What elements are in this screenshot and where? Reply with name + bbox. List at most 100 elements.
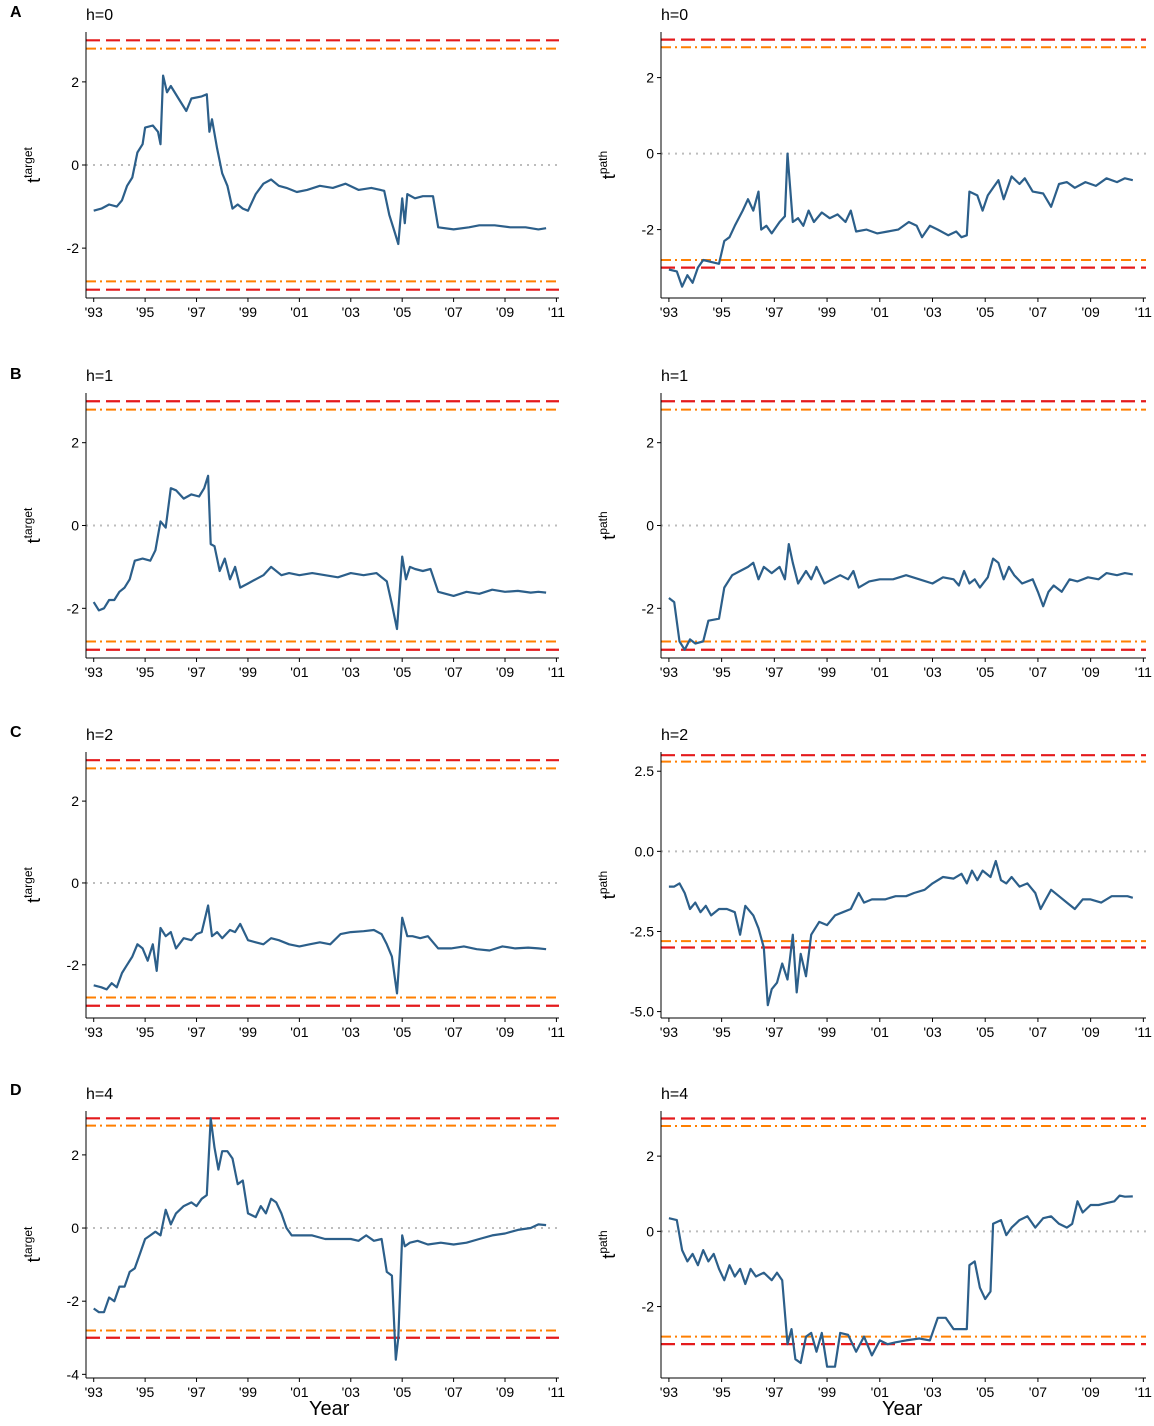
panel-title: h=1 xyxy=(86,368,113,385)
x-tick-label: '95 xyxy=(136,664,154,680)
x-tick-label: '93 xyxy=(85,1024,103,1040)
x-tick-label: '95 xyxy=(713,1024,731,1040)
x-tick-label: '93 xyxy=(660,1384,678,1400)
x-tick-label: '97 xyxy=(187,1384,205,1400)
x-tick-label: '97 xyxy=(187,664,205,680)
chart-panel-4: h=1 2 0 -2 '93 '95 '97 '99 '01 '03 '05 '07 '09 '11 tpa… xyxy=(596,368,1152,680)
x-tick-label: '07 xyxy=(1029,1384,1047,1400)
y-tick-label: -2 xyxy=(67,240,80,256)
y-axis-label-superscript: path xyxy=(596,511,610,534)
x-tick-label: '07 xyxy=(444,304,462,320)
y-axis-label-superscript: target xyxy=(21,146,35,177)
y-axis-label: ttarget xyxy=(21,1226,44,1262)
y-tick-label: 0 xyxy=(71,157,79,173)
x-tick-label: '09 xyxy=(1082,1384,1100,1400)
y-axis-label-base: t xyxy=(599,535,619,540)
x-axis-label-left: Year xyxy=(309,1398,350,1420)
x-tick-label: '99 xyxy=(239,664,257,680)
panel-letter-d: D xyxy=(10,1082,22,1099)
x-tick-label: '01 xyxy=(290,1024,308,1040)
chart-panel-8: h=4 2 0 -2 '93 '95 '97 '99 '01 '03 '05 '07 '09 '11 tpa… xyxy=(596,1086,1152,1400)
x-tick-label: '01 xyxy=(290,1384,308,1400)
y-tick-label: 2 xyxy=(71,793,79,809)
y-axis-label: tpath xyxy=(596,151,619,179)
x-tick-label: '97 xyxy=(765,1384,783,1400)
x-tick-label: '97 xyxy=(187,304,205,320)
x-tick-label: '05 xyxy=(976,664,994,680)
y-tick-label: 2 xyxy=(646,435,654,451)
x-tick-label: '11 xyxy=(1135,304,1152,320)
x-tick-label: '11 xyxy=(1135,664,1152,680)
x-tick-label: '09 xyxy=(496,1384,514,1400)
x-tick-label: '05 xyxy=(393,664,411,680)
y-axis-label-superscript: target xyxy=(21,866,35,897)
y-tick-label: -2 xyxy=(642,1299,655,1315)
x-tick-label: '11 xyxy=(548,1024,565,1040)
y-tick-label: -2 xyxy=(67,1293,80,1309)
x-tick-label: '01 xyxy=(871,664,889,680)
y-axis-label: tpath xyxy=(596,871,619,899)
t-statistic-series-line xyxy=(92,474,547,631)
x-tick-label: '03 xyxy=(342,664,360,680)
x-tick-label: '11 xyxy=(1135,1384,1152,1400)
y-tick-label: 2 xyxy=(71,74,79,90)
y-tick-label: -5.0 xyxy=(630,1004,654,1020)
y-tick-label: 2 xyxy=(646,70,654,86)
t-statistic-series-line xyxy=(668,152,1134,288)
y-axis-label-base: t xyxy=(24,898,44,903)
panel-title: h=0 xyxy=(86,7,113,24)
y-tick-label: 2 xyxy=(71,435,79,451)
x-tick-label: '11 xyxy=(1135,1024,1152,1040)
x-tick-label: '03 xyxy=(923,664,941,680)
x-tick-label: '11 xyxy=(548,1384,565,1400)
x-tick-label: '09 xyxy=(496,664,514,680)
x-tick-label: '95 xyxy=(713,1384,731,1400)
chart-panel-1: h=0 2 0 -2 '93 '95 '97 '99 '01 '03 '05 '07 '09 '11 tta… xyxy=(21,7,565,320)
x-tick-label: '97 xyxy=(765,664,783,680)
x-tick-label: '95 xyxy=(713,664,731,680)
x-tick-label: '03 xyxy=(342,304,360,320)
y-axis-label: ttarget xyxy=(21,507,44,543)
x-tick-label: '93 xyxy=(660,664,678,680)
x-tick-label: '07 xyxy=(1029,1024,1047,1040)
x-tick-label: '09 xyxy=(1082,1024,1100,1040)
x-tick-label: '09 xyxy=(496,1024,514,1040)
x-tick-label: '03 xyxy=(923,304,941,320)
x-tick-label: '05 xyxy=(976,1384,994,1400)
y-axis-label: tpath xyxy=(596,1230,619,1258)
y-axis-label-superscript: path xyxy=(596,871,610,894)
panel-letter-c: C xyxy=(10,724,22,741)
chart-panel-2: h=0 2 0 -2 '93 '95 '97 '99 '01 '03 '05 '07 '09 '11 tpa… xyxy=(596,7,1152,320)
chart-panel-5: h=2 2 0 -2 '93 '95 '97 '99 '01 '03 '05 '07 '09 '11 tta… xyxy=(21,727,565,1040)
x-tick-label: '99 xyxy=(818,1024,836,1040)
y-tick-label: -2 xyxy=(642,600,655,616)
x-tick-label: '01 xyxy=(290,304,308,320)
y-tick-label: 0 xyxy=(646,1223,654,1239)
y-tick-label: 0.0 xyxy=(635,843,655,859)
y-axis-label-base: t xyxy=(599,1254,619,1259)
x-tick-label: '97 xyxy=(765,304,783,320)
x-tick-label: '05 xyxy=(393,304,411,320)
y-tick-label: 0 xyxy=(646,518,654,534)
t-statistic-series-line xyxy=(668,542,1133,651)
y-tick-label: -4 xyxy=(67,1366,80,1382)
x-tick-label: '93 xyxy=(660,1024,678,1040)
x-tick-label: '03 xyxy=(923,1384,941,1400)
panel-letter-b: B xyxy=(10,366,22,383)
y-tick-label: 0 xyxy=(646,146,654,162)
x-tick-label: '09 xyxy=(496,304,514,320)
x-tick-label: '99 xyxy=(239,304,257,320)
x-tick-label: '07 xyxy=(1029,664,1047,680)
y-tick-label: 2.5 xyxy=(635,763,655,779)
x-tick-label: '03 xyxy=(342,1024,360,1040)
panel-title: h=2 xyxy=(86,727,113,744)
x-axis-label-right: Year xyxy=(882,1398,923,1420)
t-statistic-series-line xyxy=(93,1117,547,1361)
y-axis-label: tpath xyxy=(596,511,619,539)
t-statistic-series-line xyxy=(668,859,1134,1007)
t-statistic-series-line xyxy=(93,74,547,246)
x-tick-label: '11 xyxy=(548,664,565,680)
y-tick-label: 0 xyxy=(71,518,79,534)
y-axis-label-base: t xyxy=(24,178,44,183)
